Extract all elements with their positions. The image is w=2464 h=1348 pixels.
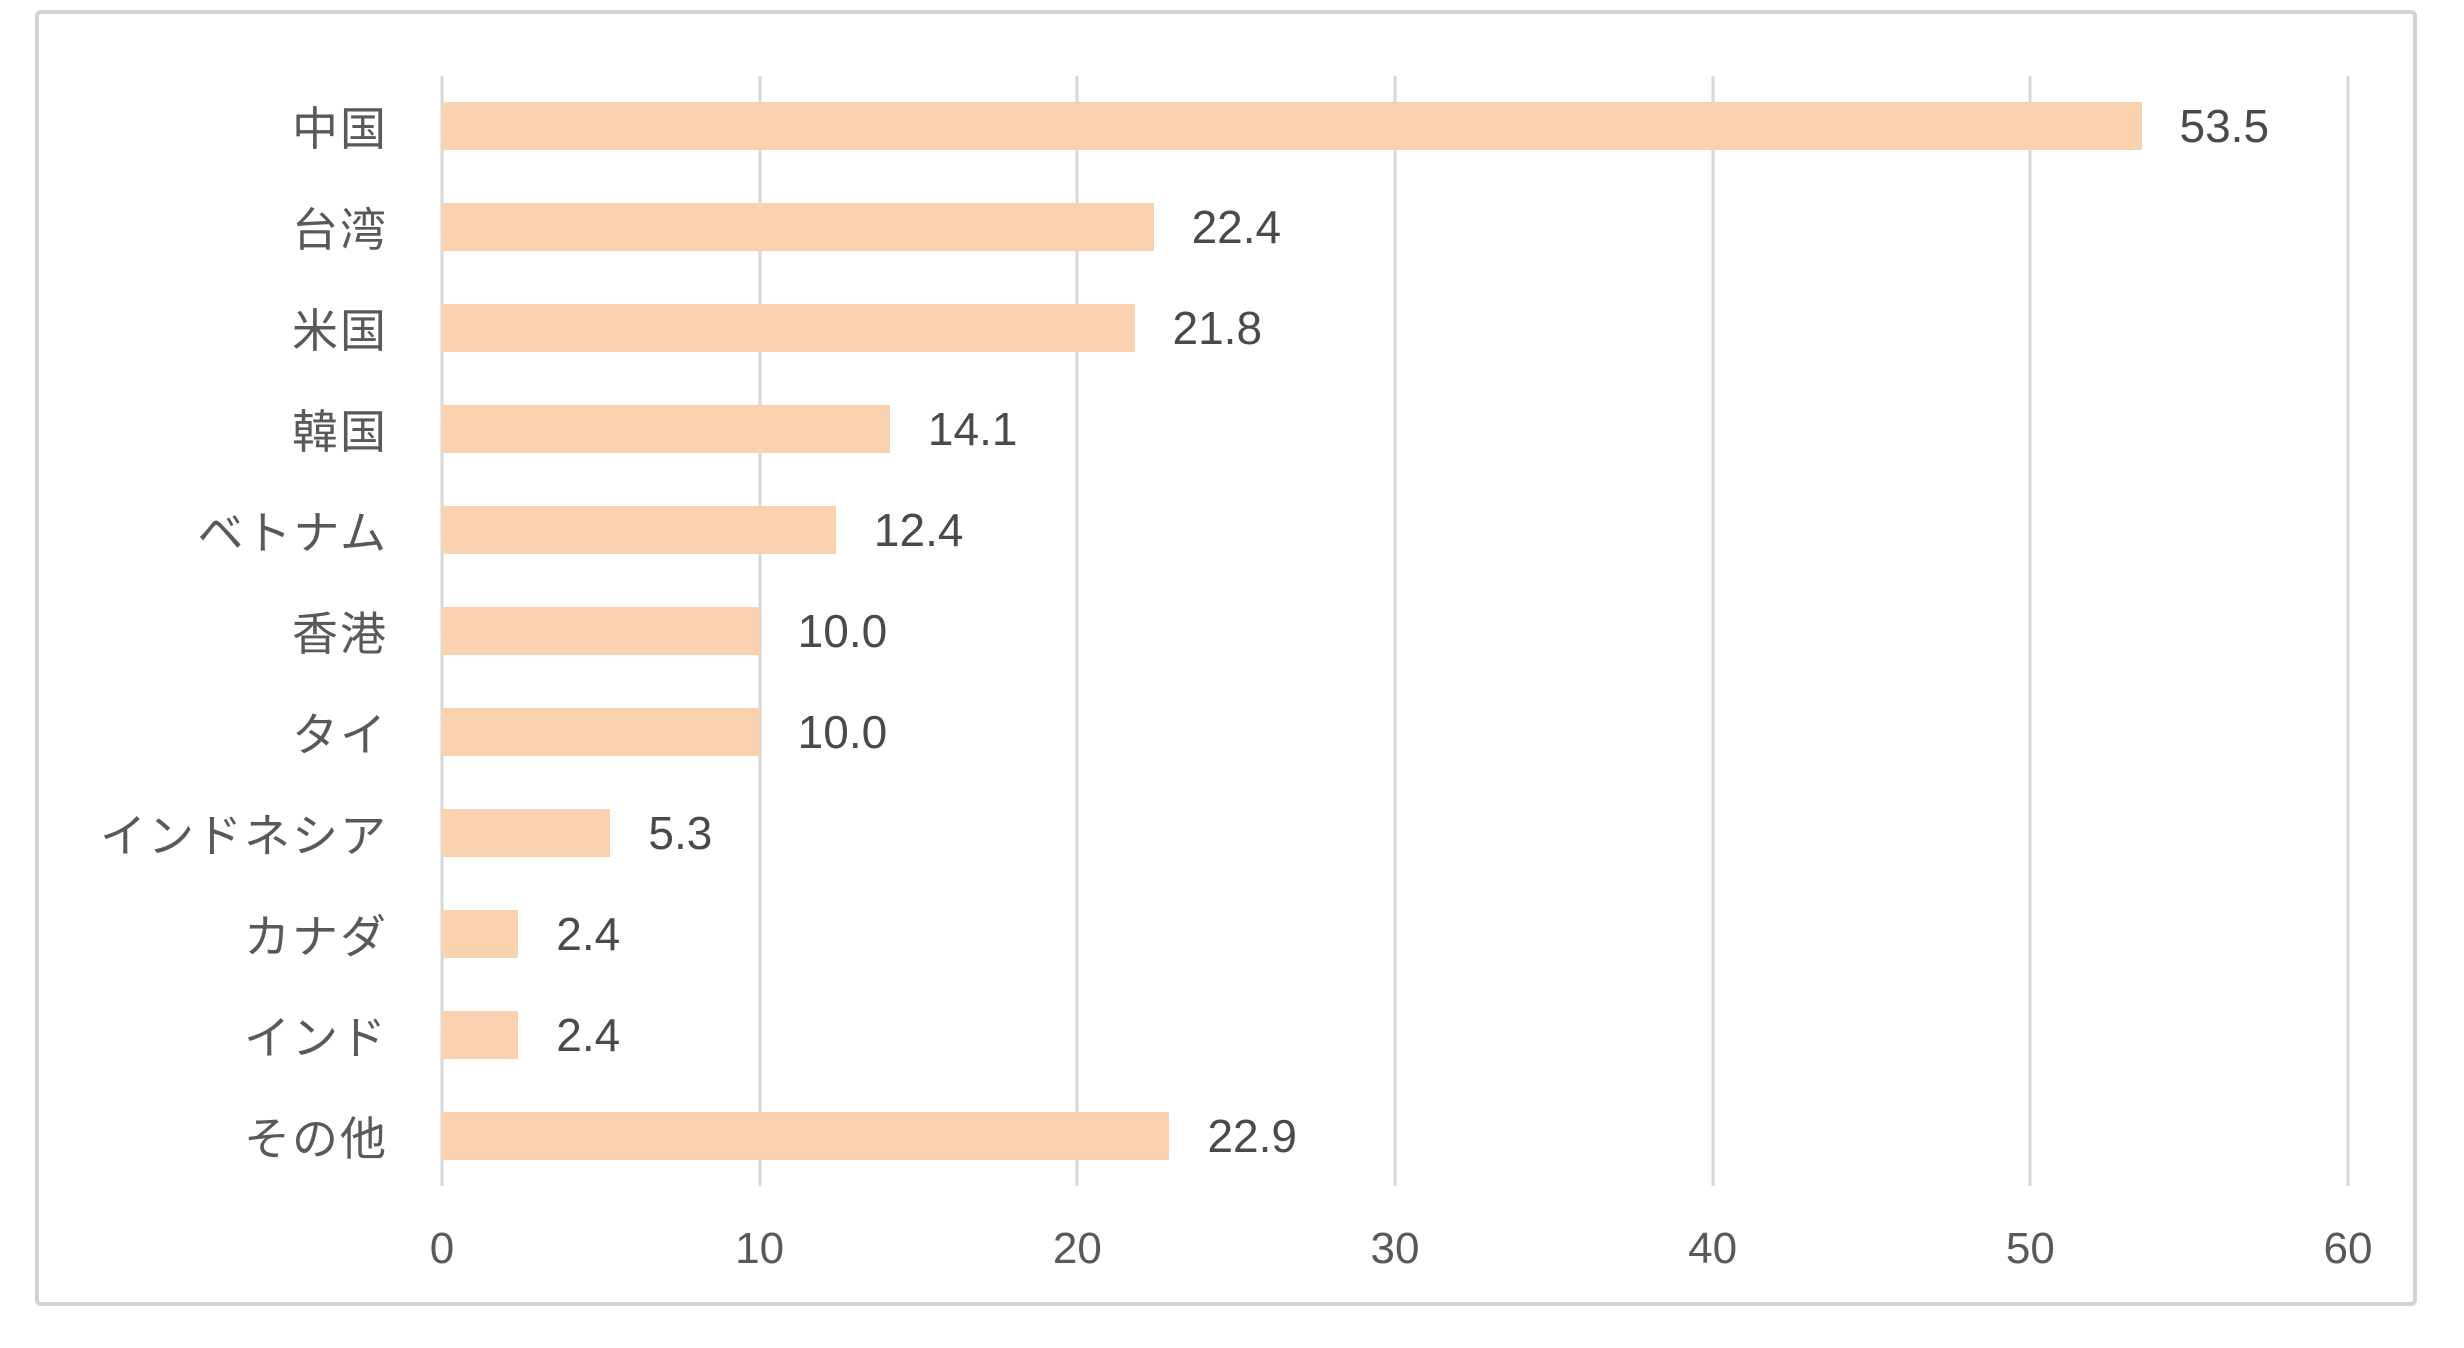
x-tick-label: 0 <box>429 1224 455 1273</box>
bar-row: 米国 21.8 <box>292 278 2348 379</box>
value-label: 53.5 <box>2179 100 2270 153</box>
bar <box>442 1111 1170 1160</box>
bar-row: その他 22.9 <box>244 1085 2348 1186</box>
category-label: 米国 <box>292 305 388 358</box>
gridline <box>2346 76 2350 1186</box>
value-label: 10.0 <box>797 604 888 657</box>
bar <box>442 808 611 857</box>
bar <box>442 304 1135 353</box>
category-label: 中国 <box>292 103 388 156</box>
category-label: タイ <box>292 708 388 761</box>
value-label: 10.0 <box>797 705 888 758</box>
category-label: インドネシア <box>100 809 388 862</box>
value-label: 2.4 <box>556 1008 621 1061</box>
x-tick-label: 50 <box>2005 1224 2055 1273</box>
bar <box>442 102 2142 151</box>
gridline <box>1075 76 1079 1186</box>
bar <box>442 1010 519 1059</box>
x-tick-label: 30 <box>1370 1224 1420 1273</box>
category-label: 韓国 <box>292 406 388 459</box>
category-label: 台湾 <box>292 204 388 257</box>
category-label: インド <box>244 1011 388 1064</box>
value-label: 22.4 <box>1191 201 1282 254</box>
value-label: 5.3 <box>648 806 713 859</box>
bar-row: インド 2.4 <box>244 984 2348 1085</box>
category-label: カナダ <box>244 910 388 963</box>
bar-row: 中国 53.5 <box>292 76 2348 177</box>
bar <box>442 606 760 655</box>
bar-row: タイ 10.0 <box>292 681 2348 782</box>
x-tick-label: 40 <box>1688 1224 1738 1273</box>
x-tick-label: 60 <box>2323 1224 2373 1273</box>
rows: 中国 53.5 台湾 22.4 米国 21.8 韓国 14.1 ベトナム 12.… <box>100 76 2348 1186</box>
value-label: 22.9 <box>1207 1109 1297 1162</box>
plot-area: 中国 53.5 台湾 22.4 米国 21.8 韓国 14.1 ベトナム 12.… <box>100 76 2372 1273</box>
chart-frame: 中国 53.5 台湾 22.4 米国 21.8 韓国 14.1 ベトナム 12.… <box>35 10 2417 1306</box>
value-label: 21.8 <box>1172 302 1263 355</box>
gridline <box>758 76 762 1186</box>
bar <box>442 506 836 555</box>
bar-row: 台湾 22.4 <box>292 177 2348 278</box>
category-label: その他 <box>244 1112 388 1165</box>
bar <box>442 707 760 756</box>
x-tick-label: 20 <box>1052 1224 1102 1273</box>
value-label: 12.4 <box>873 504 964 557</box>
gridline <box>2028 76 2032 1186</box>
bar <box>442 203 1154 252</box>
bar <box>442 405 890 454</box>
gridline <box>1711 76 1715 1186</box>
bar-row: ベトナム 12.4 <box>197 480 2348 581</box>
x-tick-label: 10 <box>735 1224 785 1273</box>
bar-row: 香港 10.0 <box>292 581 2348 682</box>
bar-row: 韓国 14.1 <box>292 379 2348 480</box>
category-label: 香港 <box>292 607 388 660</box>
bar-row: インドネシア 5.3 <box>100 782 2348 883</box>
gridline <box>1393 76 1397 1186</box>
x-axis: 0 10 20 30 40 50 60 <box>430 1224 2373 1284</box>
value-label: 2.4 <box>556 907 621 960</box>
category-label: ベトナム <box>197 507 388 560</box>
bar <box>442 909 519 958</box>
value-label: 14.1 <box>927 403 1018 456</box>
bar-row: カナダ 2.4 <box>244 883 2348 984</box>
